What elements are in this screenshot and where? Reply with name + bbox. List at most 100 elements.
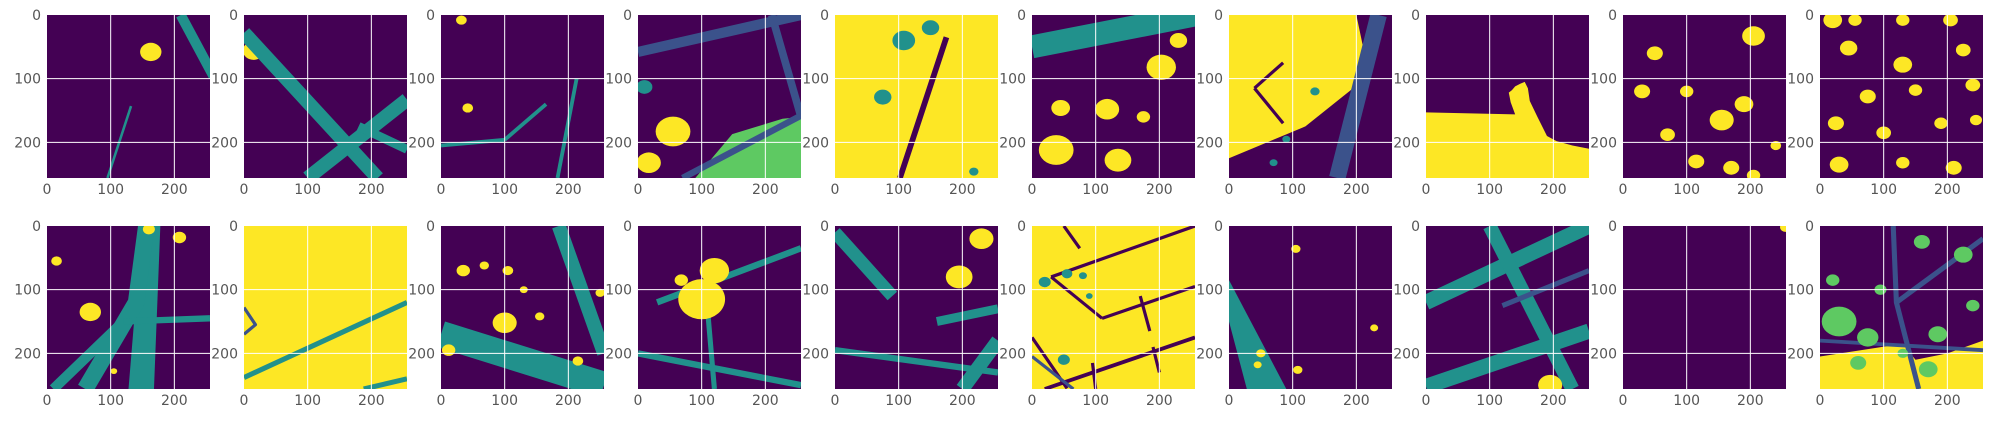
panel-background (1623, 226, 1786, 389)
segment-blob (502, 265, 514, 276)
y-tick-label: 100 (605, 283, 632, 299)
segment-road (1090, 362, 1098, 389)
segment-road (123, 315, 210, 325)
segment-blob (1310, 87, 1320, 96)
segment-blob (1660, 128, 1675, 142)
y-tick-label: 100 (211, 72, 238, 88)
x-tick-label: 0 (1028, 182, 1037, 198)
y-tick-label: 0 (1805, 219, 1814, 235)
y-tick-label: 0 (623, 219, 632, 235)
x-tick-label: 0 (831, 182, 840, 198)
segment-blob (1829, 156, 1849, 173)
segment-blob (1826, 274, 1840, 286)
x-tick-label: 200 (1343, 182, 1370, 198)
segment-blob (79, 302, 101, 322)
panel-r1c8: 0 100 200 0 100 200 (1393, 8, 1589, 198)
segment-blob (1943, 15, 1958, 27)
y-tick-label: 0 (1411, 8, 1420, 24)
x-tick-label: 100 (1279, 182, 1306, 198)
segment-blob (892, 30, 916, 51)
x-tick-label: 0 (1225, 182, 1234, 198)
y-tick-label: 200 (408, 346, 435, 362)
panel-r2c7: 0 100 200 0 100 200 (1196, 219, 1392, 409)
x-tick-label: 0 (240, 393, 249, 409)
segment-road (49, 317, 127, 389)
segment-blob (945, 265, 973, 289)
segment-blob (1057, 354, 1070, 365)
panel-r1c6: 0 100 200 0 100 200 (999, 8, 1195, 198)
segment-blob (1780, 226, 1786, 232)
y-tick-label: 0 (229, 219, 238, 235)
segment-region (1426, 81, 1589, 178)
y-tick-label: 100 (1196, 283, 1223, 299)
panel-background (244, 15, 407, 178)
x-tick-label: 0 (1619, 182, 1628, 198)
segment-blob (1078, 272, 1087, 280)
x-tick-label: 100 (1870, 182, 1897, 198)
y-tick-label: 100 (211, 283, 238, 299)
y-tick-label: 200 (1590, 346, 1617, 362)
panel-r1c9: 0 100 200 0 100 200 (1590, 8, 1786, 198)
x-tick-label: 0 (634, 182, 643, 198)
segment-blob (140, 42, 162, 62)
y-tick-label: 0 (1608, 219, 1617, 235)
segment-road (1501, 268, 1589, 308)
segment-blob (1104, 148, 1132, 172)
x-tick-label: 200 (1343, 393, 1370, 409)
segment-blob (456, 264, 470, 277)
segment-blob (1896, 15, 1910, 26)
x-tick-label: 200 (949, 182, 976, 198)
panel-background (47, 15, 210, 178)
x-tick-label: 100 (491, 393, 518, 409)
panel-r1c4: 0 100 200 0 100 200 (605, 8, 801, 198)
y-tick-label: 100 (802, 283, 829, 299)
x-tick-label: 0 (43, 393, 52, 409)
segment-blob (1955, 43, 1971, 57)
segment-blob (1269, 159, 1278, 167)
panel-r2c10: 0 100 200 0 100 200 (1787, 219, 1983, 409)
panel-r2c8: 0 100 200 0 100 200 (1393, 219, 1589, 409)
y-tick-label: 100 (802, 72, 829, 88)
panel-r1c10: 0 100 200 0 100 200 (1787, 8, 1983, 198)
segment-road (1032, 355, 1075, 389)
segment-blob (1038, 135, 1074, 165)
segment-blob (51, 256, 62, 266)
panel-r1c5: 0 100 200 0 100 200 (802, 8, 998, 198)
segment-road (638, 350, 801, 389)
panel-r1c3: 0 100 200 0 100 200 (408, 8, 604, 198)
x-tick-label: 0 (1225, 393, 1234, 409)
y-tick-label: 200 (802, 135, 829, 151)
segment-blob (1969, 114, 1983, 126)
segment-region (128, 226, 161, 389)
y-tick-label: 100 (1196, 72, 1223, 88)
x-tick-label: 100 (1870, 393, 1897, 409)
segment-blob (638, 80, 653, 94)
x-tick-label: 0 (1816, 393, 1825, 409)
panel-r2c1: 0 100 200 0 100 200 (14, 219, 210, 409)
x-tick-label: 100 (1673, 182, 1700, 198)
segment-road (1820, 338, 1983, 353)
y-tick-label: 200 (211, 346, 238, 362)
x-tick-label: 100 (294, 393, 321, 409)
segment-blob (479, 261, 489, 270)
x-tick-label: 0 (634, 393, 643, 409)
y-tick-label: 0 (1411, 219, 1420, 235)
segment-blob (1770, 140, 1782, 151)
segment-road (897, 36, 950, 178)
y-tick-label: 100 (14, 72, 41, 88)
y-tick-label: 200 (1590, 135, 1617, 151)
segment-blob (1085, 293, 1093, 299)
x-tick-label: 0 (43, 182, 52, 198)
y-tick-label: 100 (408, 283, 435, 299)
y-tick-label: 200 (1787, 346, 1814, 362)
panel-r2c6: 0 100 200 0 100 200 (999, 219, 1195, 409)
x-tick-label: 100 (97, 182, 124, 198)
segment-blob (1742, 26, 1765, 46)
panel-r2c3: 0 100 200 0 100 200 (408, 219, 604, 409)
segment-blob (1953, 246, 1973, 263)
segment-blob (1734, 96, 1754, 113)
segment-blob (1709, 109, 1734, 131)
x-tick-label: 0 (437, 393, 446, 409)
